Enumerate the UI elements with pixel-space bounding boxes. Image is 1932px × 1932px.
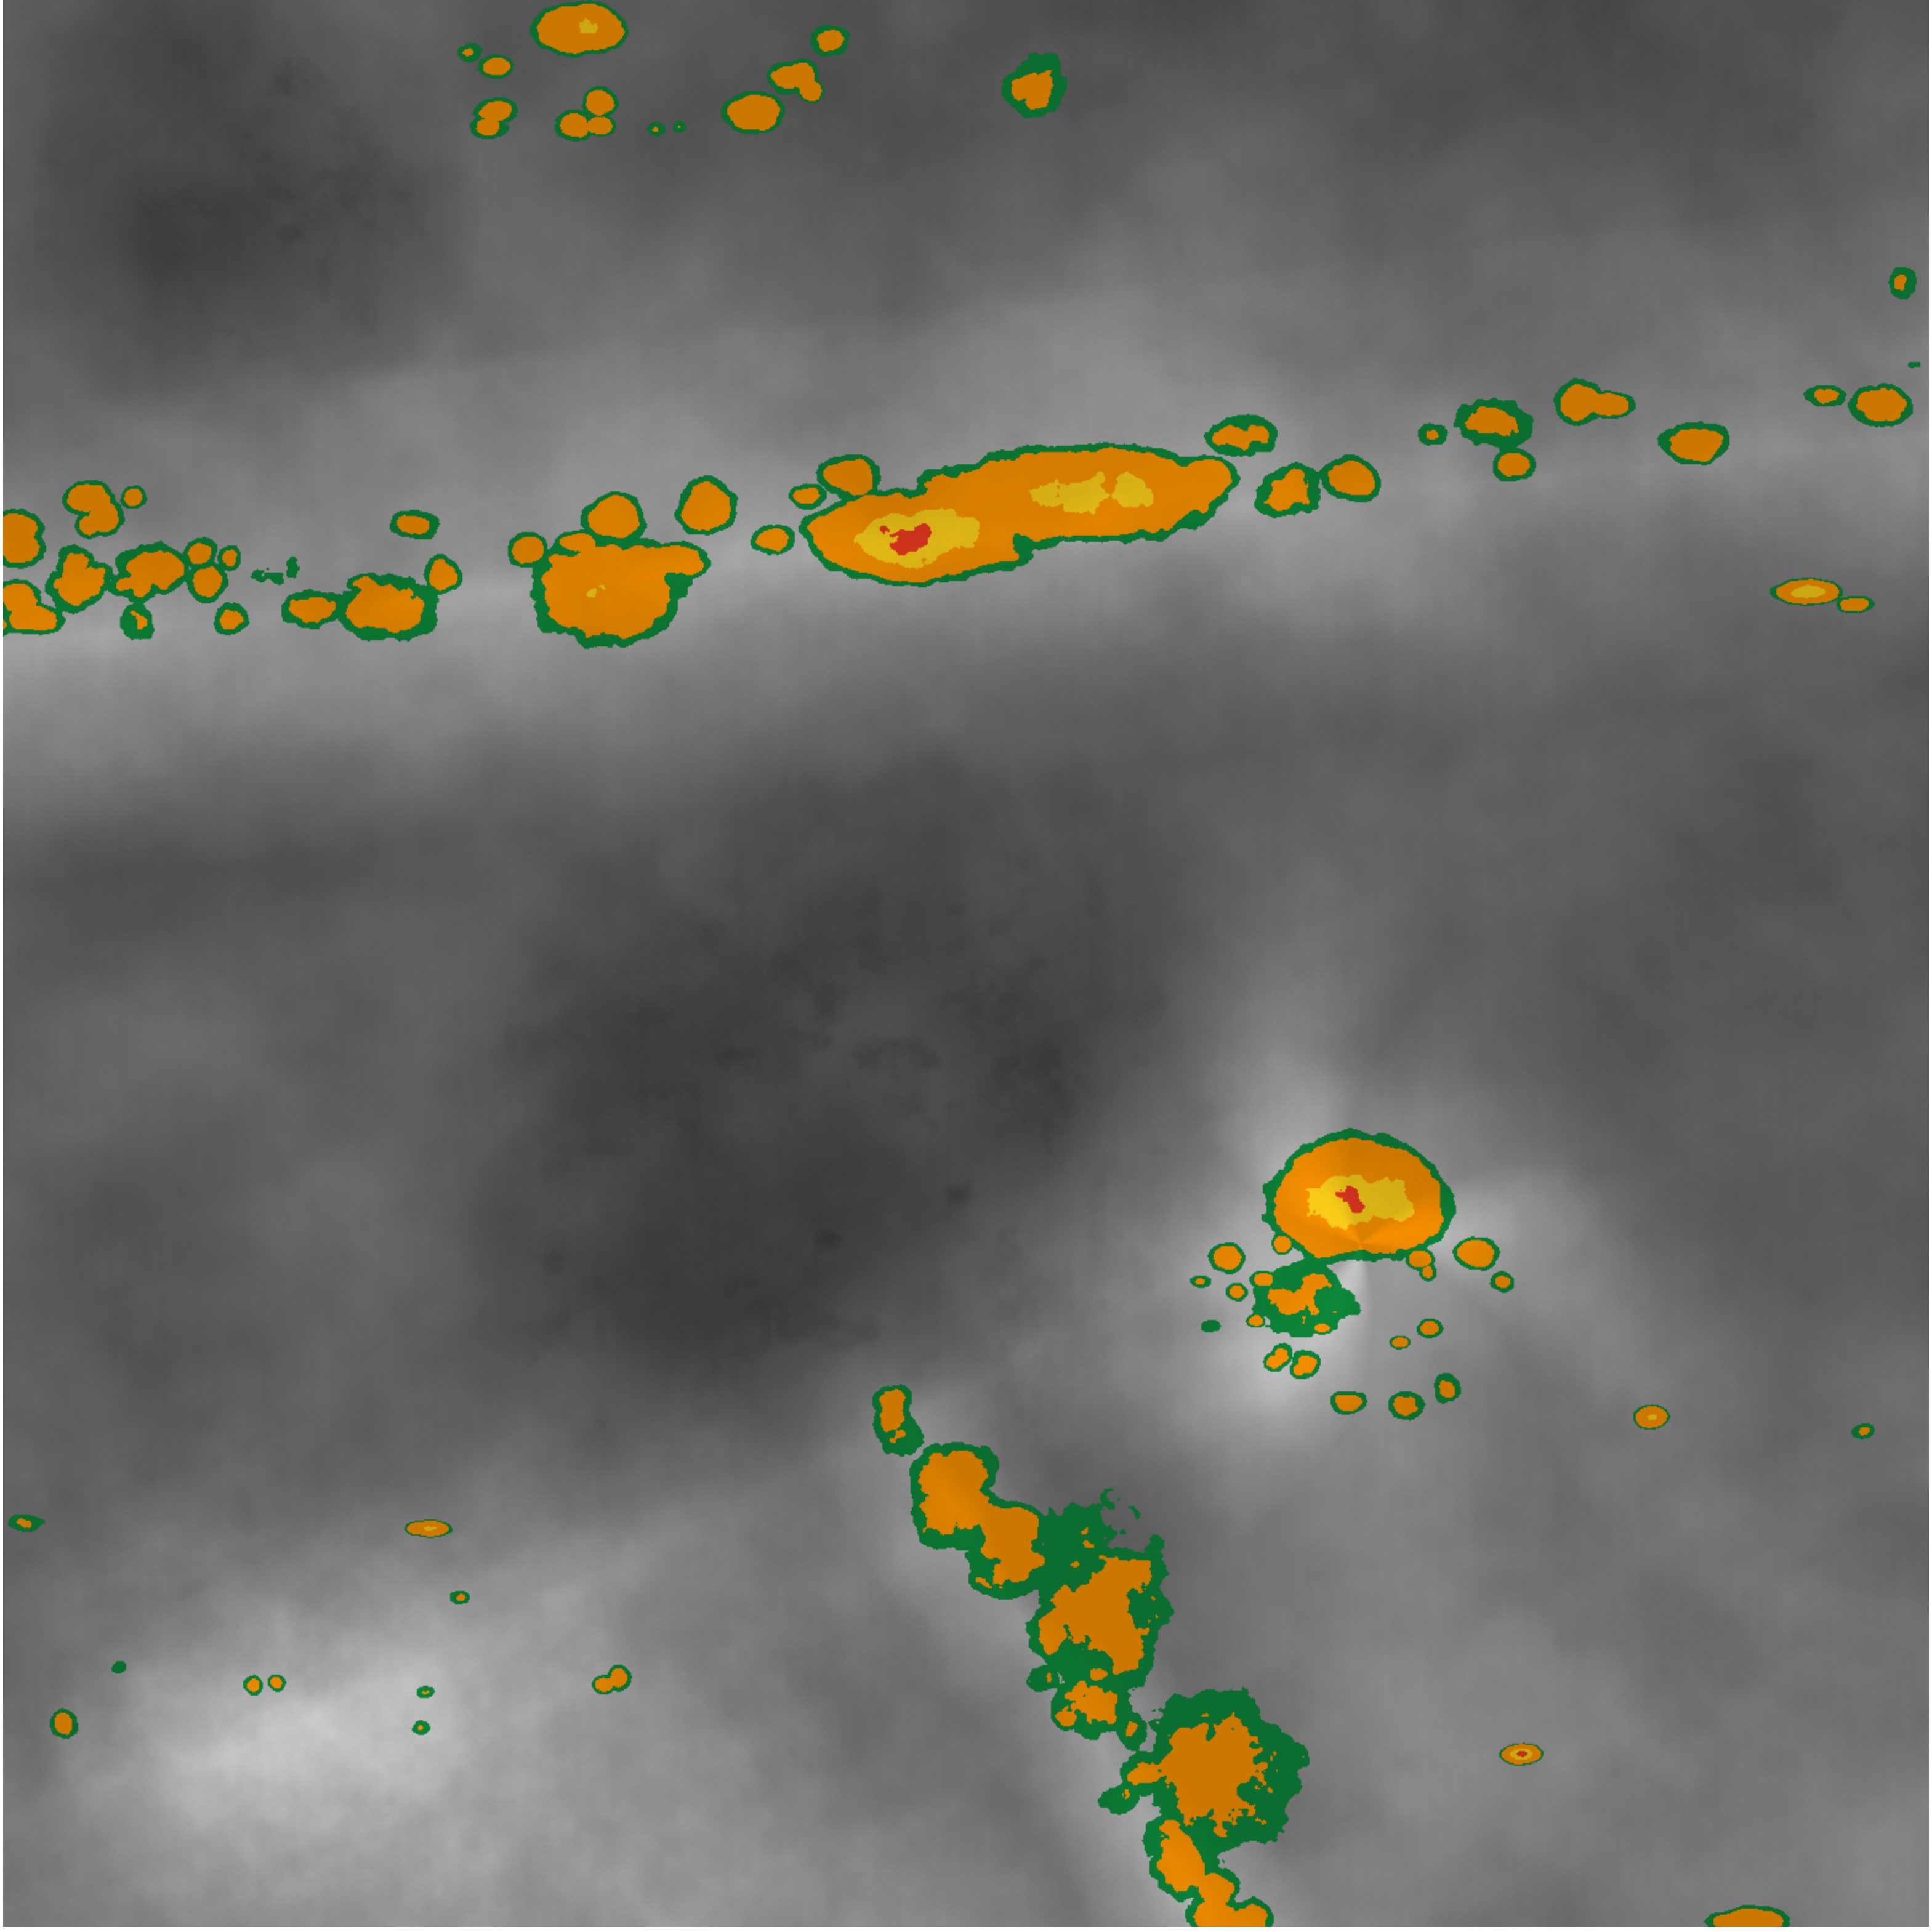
infrared-base-layer (3, 0, 1929, 1927)
